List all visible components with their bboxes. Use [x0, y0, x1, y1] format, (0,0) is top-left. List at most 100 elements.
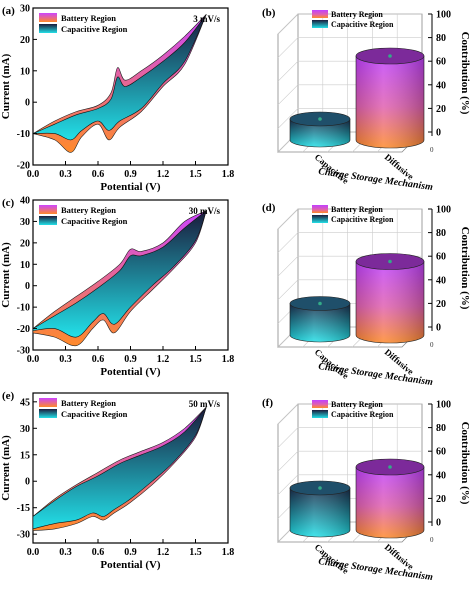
right-axis-label: Contribution (%) [459, 32, 471, 115]
legend-label-battery: Battery Region [331, 10, 383, 19]
legend-label-battery: Battery Region [61, 205, 116, 215]
legend-swatch-battery [39, 398, 57, 407]
gridline [277, 108, 299, 129]
panel-label: (f) [262, 397, 273, 409]
y-tick-label: 30 [20, 4, 30, 15]
y-tick-label: 40 [20, 196, 30, 207]
y-tick-label: -30 [17, 346, 30, 357]
bar-cap-dot [318, 117, 322, 121]
y-tick-label: -20 [17, 324, 30, 335]
bar-shading [356, 467, 424, 538]
right-axis-tick-label: 0 [436, 518, 441, 529]
y-tick-label: 20 [20, 238, 30, 249]
gridline [277, 232, 299, 253]
y-axis-label: Current (mA) [0, 435, 12, 501]
legend-label-capacitive: Capacitive Region [61, 24, 128, 34]
x-tick-label: 1.8 [222, 354, 235, 365]
right-axis-tick-label: 40 [436, 470, 446, 481]
y-tick-label: 0 [25, 98, 30, 109]
panel-label: (e) [2, 390, 15, 402]
right-axis-tick-label: 80 [436, 228, 446, 239]
right-axis-tick-label: 60 [436, 57, 446, 68]
x-axis-label: Potential (V) [100, 559, 161, 571]
right-axis-tick-label: 60 [436, 447, 446, 458]
bar-shading [356, 56, 424, 148]
y-tick-label: 0 [25, 477, 30, 488]
legend-label-battery: Battery Region [331, 400, 383, 409]
bar-shading [290, 488, 350, 537]
scan-rate-label: 3 mV/s [193, 14, 220, 24]
legend-label-capacitive: Capacitive Region [331, 215, 394, 224]
panel-label: (b) [262, 7, 276, 19]
depth-tick: 0 [430, 146, 434, 154]
right-axis-tick-label: 100 [436, 205, 451, 216]
legend-swatch-capacitive [312, 215, 328, 223]
right-axis-tick-label: 100 [436, 10, 451, 21]
legend-swatch-capacitive [39, 409, 57, 418]
legend-swatch-capacitive [312, 20, 328, 28]
x-axis-label: Charge Storage Mechanism [318, 361, 434, 388]
legend-label-capacitive: Capacitive Region [331, 20, 394, 29]
y-tick-label: 10 [20, 66, 30, 77]
gridline [277, 13, 299, 35]
bar-shading [290, 303, 350, 342]
gridline [277, 474, 299, 496]
legend-label-battery: Battery Region [331, 205, 383, 214]
legend-label-battery: Battery Region [61, 13, 116, 23]
right-axis-label: Contribution (%) [459, 227, 471, 310]
right-axis-tick-label: 60 [436, 252, 446, 263]
cv-panel-1: 0.0 0.3 0.6 0.9 1.2 1.5 1.8 -30 -20 -10 0 10 20 30 40 P… [0, 196, 234, 379]
right-axis-tick-label: 80 [436, 33, 446, 44]
x-axis-label: Charge Storage Mechanism [318, 556, 434, 583]
gridline [277, 208, 299, 230]
gridline [277, 403, 299, 425]
right-axis-tick-label: 40 [436, 275, 446, 286]
bar-cap-dot [388, 465, 392, 469]
x-tick-label: 1.2 [157, 354, 170, 365]
y-tick-label: 0 [25, 281, 30, 292]
legend-swatch-capacitive [312, 410, 328, 418]
right-axis-tick-label: 40 [436, 80, 446, 91]
cv-panel-0: 0.0 0.3 0.6 0.9 1.2 1.5 1.8 -20 -10 0 10 20 30 Potent… [0, 4, 234, 194]
y-tick-label: 20 [20, 35, 30, 46]
gridline [277, 279, 299, 301]
right-axis-tick-label: 0 [436, 323, 441, 334]
x-tick-label: 1.2 [157, 169, 170, 180]
y-tick-label: 15 [20, 450, 30, 461]
x-axis-label: Potential (V) [100, 181, 161, 193]
panel-label: (c) [2, 197, 15, 209]
bar-shading [356, 261, 424, 343]
series-capacitive-region [32, 406, 207, 530]
right-axis-label: Contribution (%) [459, 422, 471, 505]
y-tick-label: -20 [17, 161, 30, 172]
legend-swatch-battery [312, 400, 328, 408]
x-tick-label: 0.6 [92, 354, 105, 365]
gridline [277, 427, 299, 448]
scan-rate-label: 50 mV/s [189, 399, 221, 409]
panel-label: (a) [2, 5, 15, 17]
legend-swatch-capacitive [39, 216, 57, 225]
y-tick-label: 45 [20, 397, 30, 408]
x-tick-label: 0.6 [92, 169, 105, 180]
y-tick-label: -30 [17, 530, 30, 541]
x-tick-label: 1.8 [222, 547, 235, 558]
legend-swatch-battery [312, 10, 328, 18]
bar-shading [290, 119, 350, 147]
right-axis-tick-label: 100 [436, 400, 451, 411]
gridline [277, 255, 299, 277]
cv-panel-2: 0.0 0.3 0.6 0.9 1.2 1.5 1.8 -30 -15 0 15 30 45 Potent… [0, 390, 234, 571]
x-tick-label: 0.0 [27, 547, 40, 558]
y-axis-label: Current (mA) [0, 53, 12, 119]
panel-label: (d) [262, 202, 276, 214]
x-tick-label: 0.6 [92, 547, 105, 558]
x-tick-label: 1.2 [157, 547, 170, 558]
gridline [277, 450, 299, 472]
y-tick-label: 30 [20, 217, 30, 228]
legend-swatch-battery [39, 13, 57, 22]
x-tick-label: 0.3 [59, 547, 72, 558]
legend-label-capacitive: Capacitive Region [61, 216, 128, 226]
gridline [277, 60, 299, 82]
x-tick-label: 0.3 [59, 169, 72, 180]
